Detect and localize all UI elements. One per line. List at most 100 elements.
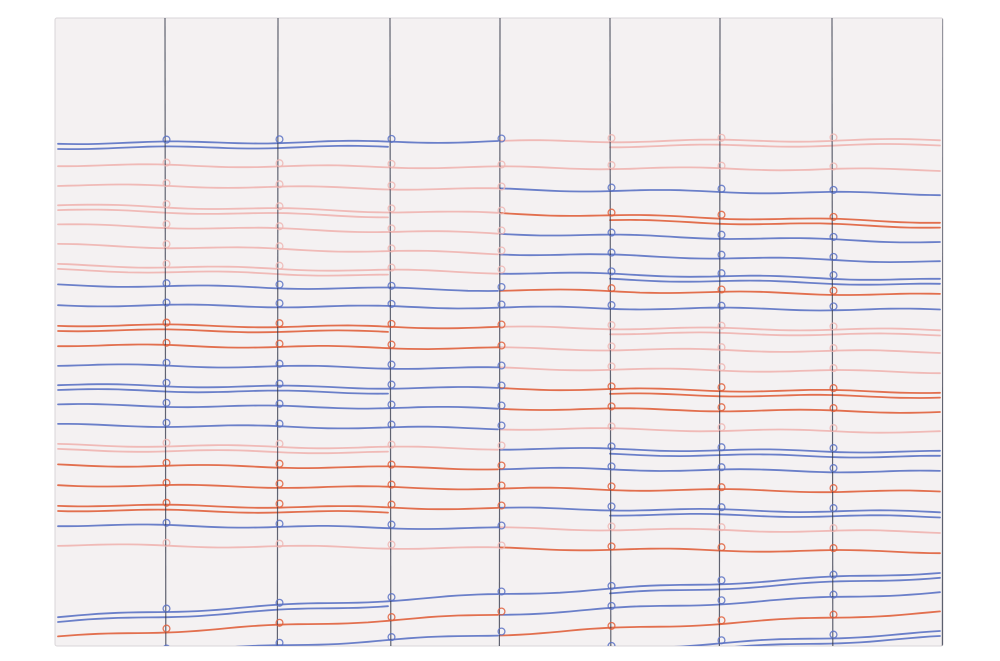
knot-loop — [162, 458, 171, 467]
knot-loop — [387, 480, 396, 489]
knot-loop — [717, 636, 726, 645]
knot-loop — [387, 633, 396, 642]
knot-loop — [387, 460, 396, 469]
knot-loop — [387, 400, 396, 409]
knot-loop — [607, 482, 616, 491]
knot-loop — [607, 402, 616, 411]
knot-loop — [275, 499, 284, 508]
knot-loop — [607, 362, 616, 371]
knot-loop — [275, 419, 284, 428]
knot-loop — [717, 503, 726, 512]
knot-loop — [387, 224, 396, 233]
knot-loop — [607, 208, 616, 217]
knot-loop — [718, 655, 725, 661]
knot-loop — [829, 524, 838, 533]
pencil-stripe — [609, 513, 941, 519]
pencil-stripe — [58, 656, 498, 661]
knot-loop — [162, 338, 171, 347]
knot-loop — [607, 342, 616, 351]
knot-loop — [387, 134, 396, 143]
knot-loop — [607, 321, 616, 330]
knot-loop — [829, 570, 838, 579]
knot-loop — [497, 134, 506, 143]
knot-loop — [717, 576, 726, 585]
knot-loop — [717, 161, 726, 170]
knot-loop — [275, 399, 284, 408]
knot-loop — [717, 250, 726, 259]
knot-loop — [275, 135, 284, 144]
knot-loop — [607, 228, 616, 237]
pencil-stripe — [500, 649, 940, 661]
pencil-stripe — [609, 576, 941, 595]
knot-loop — [607, 601, 616, 610]
vertical-divider-line — [609, 18, 612, 646]
knot-loop — [275, 339, 284, 348]
knot-loop — [607, 382, 616, 391]
knot-loop — [387, 299, 396, 308]
knot-loop — [607, 161, 616, 170]
knot-loop — [829, 444, 838, 453]
knot-loop — [162, 438, 171, 447]
pencil-stripe — [609, 277, 941, 286]
knot-loop — [162, 318, 171, 327]
pencil-stripe — [57, 448, 389, 455]
knot-loop — [829, 364, 838, 373]
knot-loop — [497, 587, 506, 596]
knot-loop — [162, 259, 171, 268]
knot-loop — [717, 269, 726, 278]
knot-loop — [387, 340, 396, 349]
knot-loop — [717, 403, 726, 412]
knot-loop — [829, 232, 838, 241]
knot-loop — [717, 230, 726, 239]
knot-loop — [607, 442, 616, 451]
knot-loop — [717, 321, 726, 330]
knot-loop — [829, 133, 838, 142]
knot-loop — [387, 204, 396, 213]
knot-loop — [717, 285, 726, 294]
knot-loop — [275, 439, 284, 448]
knot-loop — [275, 242, 284, 251]
knot-loop — [275, 299, 284, 308]
knot-loop — [162, 279, 171, 288]
knot-loop — [162, 518, 171, 527]
knot-loop — [387, 520, 396, 529]
knot-loop — [497, 361, 506, 370]
knot-loop — [162, 644, 171, 646]
knot-loop — [829, 302, 838, 311]
knot-loop — [829, 630, 838, 639]
knot-loop — [162, 538, 171, 547]
knot-loop — [607, 522, 616, 531]
pencil-stripe — [57, 144, 389, 150]
vertical-divider-line — [941, 18, 943, 646]
vertical-divider-line — [498, 18, 501, 646]
knot-loop — [387, 244, 396, 253]
knot-loop — [162, 398, 171, 407]
knot-loop — [830, 650, 837, 657]
knot-loop — [162, 240, 171, 249]
knot-loop — [162, 135, 171, 144]
knot-loop — [275, 539, 284, 548]
knot-loop — [717, 210, 726, 219]
vertical-divider-line — [718, 18, 721, 646]
pencil-stripe — [609, 331, 941, 337]
knot-loop — [607, 267, 616, 276]
pencil-stripe — [57, 328, 389, 334]
vertical-divider-line — [276, 18, 279, 646]
knot-loop — [497, 481, 506, 490]
pencil-stripe — [609, 452, 941, 459]
knot-loop — [829, 286, 838, 295]
knot-loop — [829, 464, 838, 473]
pencil-stripe — [57, 508, 389, 514]
knot-loop — [162, 478, 171, 487]
knot-loop — [162, 179, 171, 188]
knot-loop — [497, 521, 506, 530]
knot-loop — [607, 422, 616, 431]
knot-loop — [162, 418, 171, 427]
knot-loop — [275, 479, 284, 488]
knot-loop — [497, 401, 506, 410]
knot-loop — [607, 248, 616, 257]
knot-loop — [717, 483, 726, 492]
knot-loop — [829, 252, 838, 261]
knot-loop — [387, 360, 396, 369]
knot-loop — [829, 544, 838, 553]
